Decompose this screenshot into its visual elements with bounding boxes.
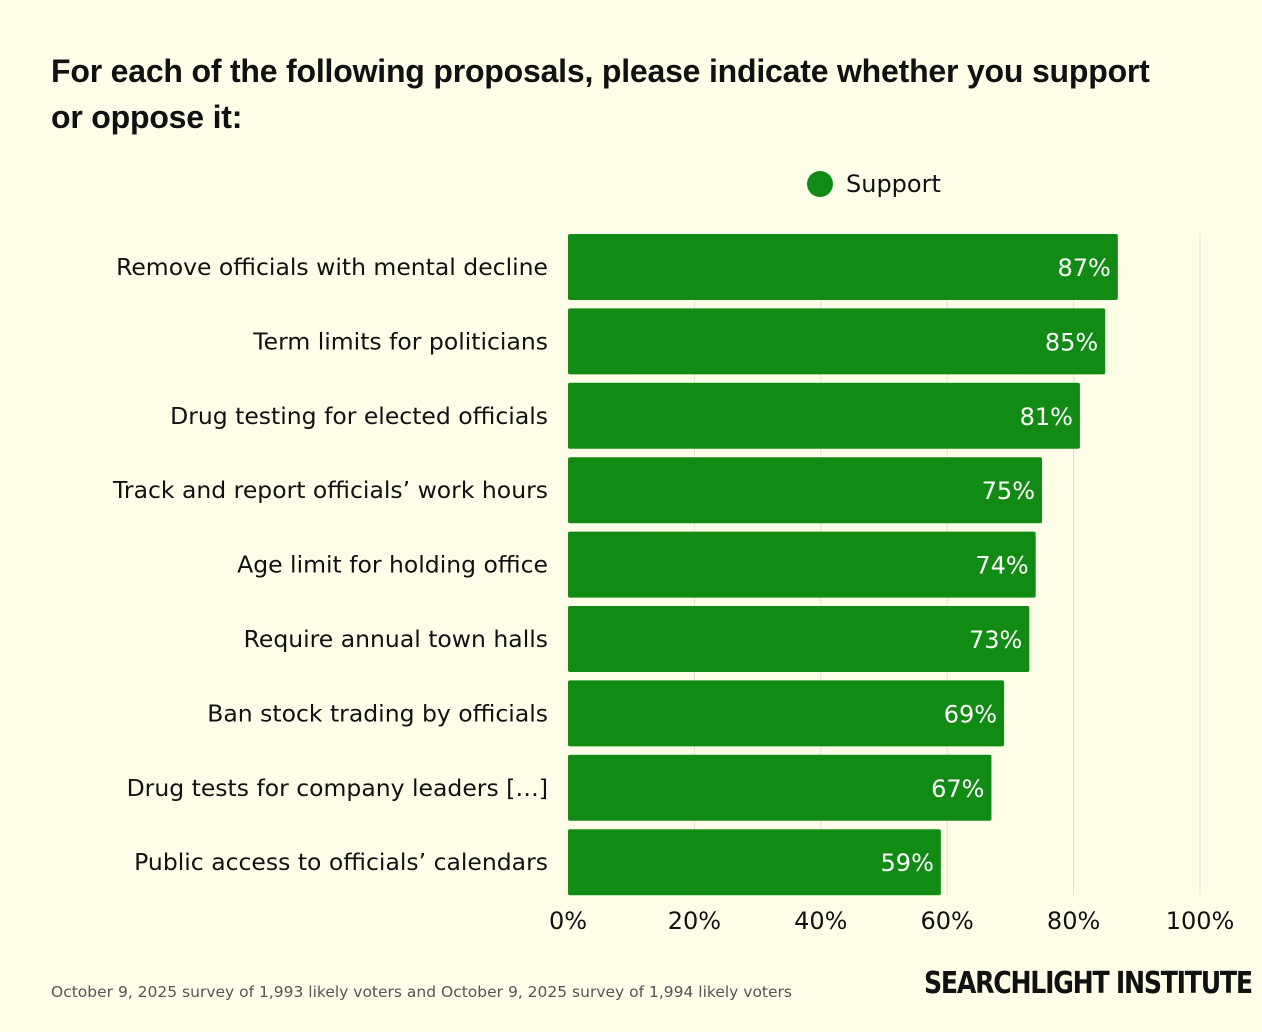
x-tick-label: 20% [668, 907, 721, 935]
bar [568, 382, 1080, 449]
x-tick-label: 100% [1166, 907, 1235, 935]
bar [568, 457, 1042, 524]
category-label: Drug testing for elected officials [170, 402, 548, 430]
category-label: Remove officials with mental decline [116, 253, 548, 281]
category-label: Public access to officials’ calendars [134, 848, 548, 876]
bar-value-label: 75% [982, 477, 1035, 505]
category-label: Term limits for politicians [252, 327, 548, 355]
bar-value-label: 74% [975, 552, 1028, 580]
bar [568, 680, 1005, 747]
bar [568, 234, 1118, 300]
brand-logo: SEARCHLIGHT INSTITUTE [924, 966, 1253, 1001]
bar-value-label: 67% [931, 775, 984, 803]
category-label: Drug tests for company leaders […] [127, 774, 548, 802]
legend-label: Support [846, 170, 941, 198]
legend: Support [807, 170, 941, 198]
bar [568, 754, 992, 821]
chart-title: For each of the following proposals, ple… [51, 53, 1150, 135]
bar [568, 531, 1036, 598]
bar-value-label: 69% [944, 700, 997, 728]
bar-value-label: 73% [969, 626, 1022, 654]
category-label: Ban stock trading by officials [207, 699, 548, 727]
category-label: Track and report officials’ work hours [112, 476, 548, 504]
bar-value-label: 87% [1057, 254, 1110, 282]
legend-swatch [807, 171, 833, 197]
category-label: Age limit for holding office [237, 551, 548, 579]
x-tick-label: 40% [794, 907, 847, 935]
category-label: Require annual town halls [244, 625, 548, 653]
source-note: October 9, 2025 survey of 1,993 likely v… [51, 983, 792, 1001]
bar-value-label: 59% [881, 849, 934, 877]
bar-chart: 87% 85% 81% 75% 74% 73% 69% 67% 59% Remove offic… [112, 170, 1234, 935]
x-tick-label: 80% [1047, 907, 1100, 935]
bar [568, 308, 1106, 375]
bar-value-label: 85% [1045, 328, 1098, 356]
bars: 87% 85% 81% 75% 74% 73% 69% 67% 59% [568, 234, 1118, 896]
x-tick-label: 60% [921, 907, 974, 935]
x-tick-label: 0% [549, 907, 587, 935]
bar-value-label: 81% [1020, 403, 1073, 431]
x-axis-tick-labels: 0% 20% 40% 60% 80% 100% [549, 907, 1234, 935]
category-labels: Remove officials with mental decline Term… [112, 253, 548, 876]
bar [568, 606, 1030, 672]
bar [568, 829, 941, 896]
